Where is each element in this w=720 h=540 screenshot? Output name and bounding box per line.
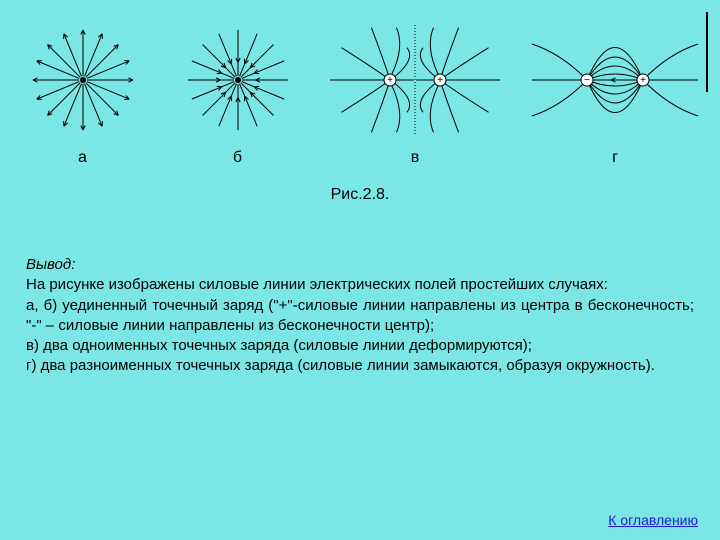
field-lines-dipole: −+: [520, 15, 710, 145]
slide-page: а б ++ в −+ г Рис.2.8. Вывод: На рисунке…: [0, 0, 720, 540]
conclusion-line-g: г) два разноименных точечных заряда (сил…: [26, 357, 655, 374]
conclusion-text: Вывод: На рисунке изображены силовые лин…: [26, 255, 694, 377]
svg-text:−: −: [584, 75, 590, 86]
conclusion-line-v: в) два одноименных точечных заряда (сило…: [26, 337, 532, 354]
figure-caption: Рис.2.8.: [0, 186, 720, 204]
diagram-row: а б ++ в −+ г: [0, 0, 720, 172]
svg-text:+: +: [387, 75, 393, 86]
diagram-a-label: а: [10, 149, 155, 167]
conclusion-intro: На рисунке изображены силовые линии элек…: [26, 276, 608, 293]
field-lines-positive: [13, 15, 153, 145]
diagram-v-label: в: [320, 149, 510, 167]
conclusion-title: Вывод: [26, 256, 71, 273]
diagram-v: ++ в: [320, 15, 510, 167]
svg-text:+: +: [437, 75, 443, 86]
diagram-g-label: г: [520, 149, 710, 167]
diagram-b: б: [165, 15, 310, 167]
field-lines-negative: [168, 15, 308, 145]
toc-link[interactable]: К оглавлению: [608, 512, 698, 528]
diagram-a: а: [10, 15, 155, 167]
diagram-b-label: б: [165, 149, 310, 167]
diagram-g: −+ г: [520, 15, 710, 167]
svg-text:+: +: [640, 75, 646, 86]
conclusion-line-ab: а, б) уединенный точечный заряд ("+"-сил…: [26, 297, 694, 334]
field-lines-like-charges: ++: [320, 15, 510, 145]
